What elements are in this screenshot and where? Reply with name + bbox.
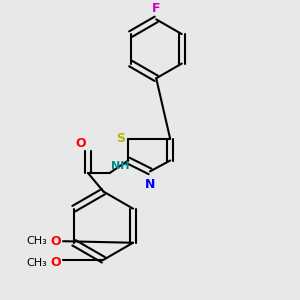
Text: CH₃: CH₃ — [26, 258, 47, 268]
Text: O: O — [76, 137, 86, 150]
Text: CH₃: CH₃ — [26, 236, 47, 246]
Text: F: F — [152, 2, 160, 15]
Text: S: S — [116, 132, 125, 145]
Text: O: O — [50, 256, 61, 269]
Text: O: O — [50, 235, 61, 248]
Text: N: N — [145, 178, 155, 190]
Text: NH: NH — [111, 161, 130, 171]
